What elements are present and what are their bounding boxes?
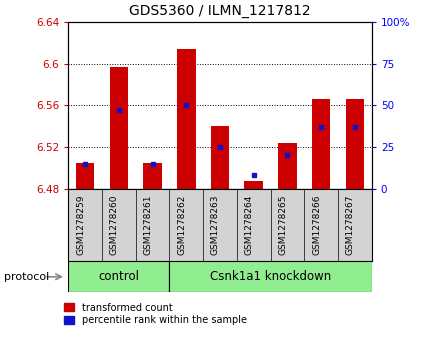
Bar <box>143 163 162 189</box>
Bar <box>245 182 263 189</box>
Bar <box>312 99 330 189</box>
Bar <box>346 99 364 189</box>
Bar <box>110 67 128 189</box>
Bar <box>211 126 229 189</box>
Bar <box>177 49 195 189</box>
Bar <box>278 143 297 189</box>
Text: GSM1278261: GSM1278261 <box>143 195 153 255</box>
Text: GSM1278259: GSM1278259 <box>76 195 85 255</box>
Text: GSM1278263: GSM1278263 <box>211 195 220 255</box>
Bar <box>169 261 372 292</box>
Text: GSM1278265: GSM1278265 <box>279 195 287 255</box>
Text: GSM1278260: GSM1278260 <box>110 195 119 255</box>
Text: protocol: protocol <box>4 272 50 282</box>
Text: control: control <box>98 270 139 283</box>
Bar <box>76 163 94 189</box>
Title: GDS5360 / ILMN_1217812: GDS5360 / ILMN_1217812 <box>129 4 311 18</box>
Text: GSM1278267: GSM1278267 <box>346 195 355 255</box>
Text: GSM1278266: GSM1278266 <box>312 195 321 255</box>
Legend: transformed count, percentile rank within the sample: transformed count, percentile rank withi… <box>64 302 247 326</box>
Text: Csnk1a1 knockdown: Csnk1a1 knockdown <box>210 270 331 283</box>
Text: GSM1278262: GSM1278262 <box>177 195 186 255</box>
Bar <box>68 261 169 292</box>
Text: GSM1278264: GSM1278264 <box>245 195 254 255</box>
